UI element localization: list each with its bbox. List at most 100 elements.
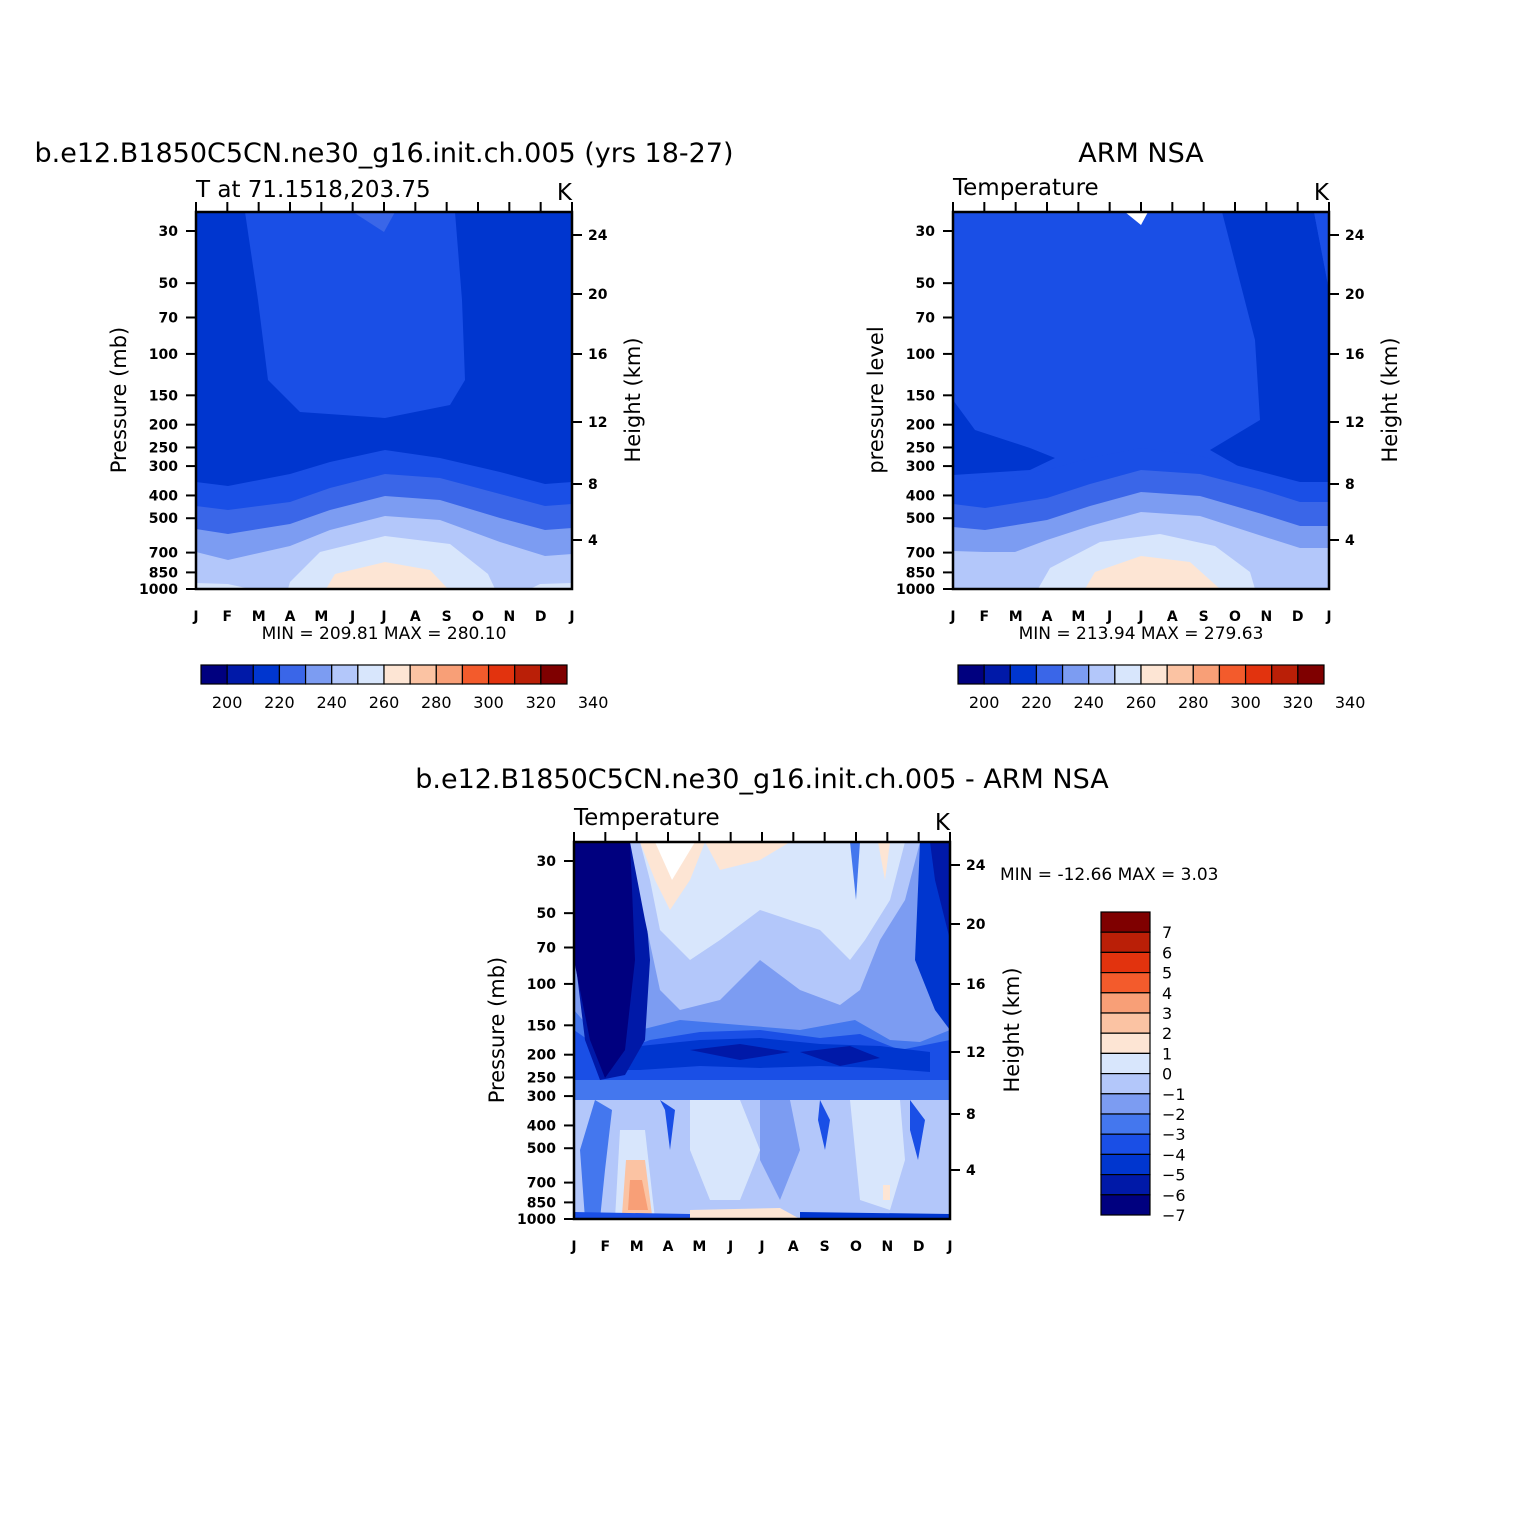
- y-tick-label: 400: [149, 488, 178, 504]
- x-tick-label: J: [1137, 609, 1143, 625]
- diff-band-zero-b: [705, 842, 790, 870]
- x-tick-label: M: [314, 609, 328, 625]
- colorbar-label: 2: [1162, 1024, 1172, 1043]
- x-tick-label: M: [692, 1239, 706, 1255]
- x-tick-label: J: [349, 609, 355, 625]
- diff-band-lower-mid: [760, 1100, 800, 1200]
- y-tick-label: 100: [527, 977, 556, 993]
- diff-band-surface-cold-a: [574, 1212, 690, 1219]
- colorbar-box: [200, 664, 228, 685]
- colorbar-box: [1100, 1173, 1151, 1196]
- x-tick-label: A: [285, 609, 296, 625]
- height-tick-label: 16: [966, 977, 985, 993]
- x-tick-label: J: [1325, 609, 1331, 625]
- x-tick-label: A: [663, 1239, 674, 1255]
- x-tick-label: F: [601, 1239, 611, 1255]
- colorbar-box: [226, 664, 254, 685]
- colorbar-box: [487, 664, 516, 685]
- colorbar-box: [1297, 664, 1325, 685]
- y-tick-label: 30: [159, 224, 179, 240]
- colorbar-box: [1218, 664, 1247, 685]
- colorbar-label: 260: [369, 693, 400, 712]
- height-tick-label: 8: [1345, 477, 1355, 493]
- colorbar-box: [1100, 931, 1151, 954]
- y-tick-label: 850: [527, 1195, 556, 1211]
- panel-obs-ylabel-right: Height (km): [1378, 337, 1402, 462]
- colorbar-label: −2: [1162, 1105, 1186, 1124]
- x-tick-label: J: [949, 609, 955, 625]
- height-tick-label: 24: [588, 228, 608, 244]
- colorbar-box: [540, 664, 568, 685]
- diff-band-lower-col-b: [660, 1100, 675, 1150]
- contour-band-270: [326, 562, 448, 589]
- panel-obs-ylabel: pressure level: [864, 326, 888, 473]
- x-tick-label: O: [472, 609, 484, 625]
- x-tick-label: A: [1042, 609, 1053, 625]
- panel-obs-colorbar: 200 220 240 260 280 300 320 340: [957, 664, 1365, 712]
- x-tick-label: M: [252, 609, 266, 625]
- x-tick-label: J: [758, 1239, 764, 1255]
- y-tick-label: 500: [527, 1141, 556, 1157]
- colorbar-box: [1100, 1093, 1151, 1115]
- contour-band-260-left: [196, 583, 250, 589]
- contour-band-230-top: [353, 212, 395, 232]
- diff-band-march-plus2: [628, 1180, 648, 1210]
- diff-band-nov-spot: [883, 1185, 890, 1200]
- diff-band-lower-col-a: [580, 1100, 612, 1219]
- colorbar-label: 320: [1283, 693, 1314, 712]
- colorbar-label: 200: [212, 693, 243, 712]
- contour-band-270-obs: [1085, 556, 1220, 589]
- colorbar-box: [514, 664, 542, 685]
- colorbar-label: 240: [1073, 693, 1104, 712]
- panel-model: b.e12.B1850C5CN.ne30_g16.init.ch.005 (yr…: [34, 138, 733, 712]
- diff-band-min-col: [574, 842, 635, 1078]
- y-tick-label: 200: [149, 418, 178, 434]
- x-tick-label: J: [1106, 609, 1112, 625]
- height-tick-label: 8: [966, 1107, 976, 1123]
- x-tick-label: J: [570, 1239, 576, 1255]
- colorbar-box: [435, 664, 464, 685]
- diff-band-surface-cold-b: [800, 1212, 950, 1219]
- x-tick-label: S: [820, 1239, 830, 1255]
- y-tick-label: 150: [906, 388, 935, 404]
- colorbar-label: 280: [421, 693, 452, 712]
- colorbar-label: 0: [1162, 1065, 1172, 1084]
- colorbar-label: 300: [1230, 693, 1261, 712]
- colorbar-box: [252, 664, 281, 685]
- panel-diff: b.e12.B1850C5CN.ne30_g16.init.ch.005 - A…: [415, 764, 1218, 1255]
- x-tick-label: M: [630, 1239, 644, 1255]
- y-tick-label: 700: [149, 546, 178, 562]
- colorbar-label: 320: [526, 693, 557, 712]
- panel-obs-units: K: [1314, 180, 1330, 206]
- panel-model-subtitle: T at 71.1518,203.75: [195, 177, 431, 203]
- colorbar-box: [383, 664, 411, 685]
- y-tick-label: 100: [149, 347, 178, 363]
- contour-gap-top: [1125, 212, 1148, 225]
- colorbar-label: 300: [473, 693, 504, 712]
- diff-band-nov-streak: [878, 842, 890, 880]
- y-tick-label: 250: [906, 440, 935, 456]
- x-tick-label: J: [727, 1239, 733, 1255]
- colorbar-box: [1100, 971, 1151, 994]
- colorbar-label: 220: [1021, 693, 1052, 712]
- colorbar-box: [331, 664, 359, 685]
- x-tick-label: A: [410, 609, 421, 625]
- y-tick-label: 500: [149, 511, 178, 527]
- panel-model-ylabel: Pressure (mb): [107, 327, 131, 474]
- panel-obs-subtitle: Temperature: [952, 175, 1099, 201]
- panel-diff-ylabel-right: Height (km): [1000, 967, 1024, 1092]
- diff-band-minus7-a: [690, 1044, 790, 1060]
- colorbar-box: [1100, 1113, 1151, 1135]
- y-tick-label: 850: [149, 565, 178, 581]
- colorbar-label: −1: [1162, 1085, 1186, 1104]
- panel-model-contours: [196, 212, 572, 589]
- colorbar-label: 4: [1162, 984, 1172, 1003]
- colorbar-box: [409, 664, 437, 685]
- x-tick-label: A: [1167, 609, 1178, 625]
- x-tick-label: M: [1009, 609, 1023, 625]
- panel-diff-subtitle: Temperature: [573, 805, 720, 831]
- y-tick-label: 300: [906, 459, 935, 475]
- colorbar-box: [1100, 1133, 1151, 1155]
- y-tick-label: 30: [537, 854, 557, 870]
- colorbar-box: [983, 664, 1011, 685]
